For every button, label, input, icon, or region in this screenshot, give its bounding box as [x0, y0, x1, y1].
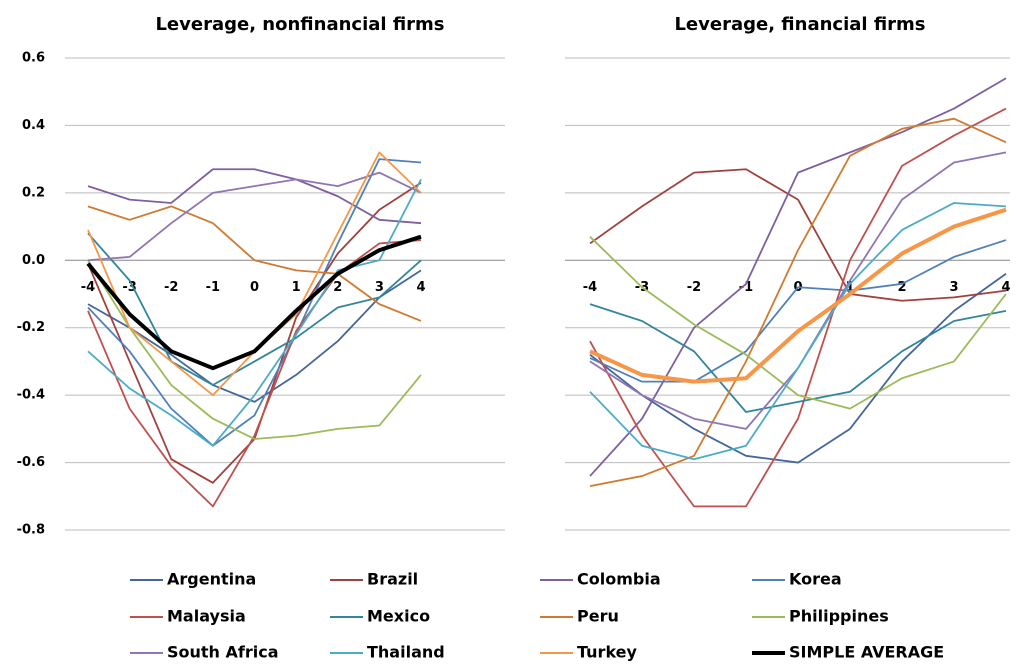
- x-tick-label: 2: [333, 280, 342, 295]
- x-tick-label: -4: [583, 280, 597, 295]
- legend-label: Malaysia: [167, 607, 246, 626]
- y-tick-label: 0.2: [22, 185, 45, 200]
- x-tick-label: 1: [845, 280, 854, 295]
- series-line: [589, 239, 1007, 383]
- y-tick-label: 0.4: [22, 118, 45, 133]
- y-tick-label: 0.6: [22, 51, 45, 66]
- series-line: [589, 117, 1007, 488]
- legend-label: Korea: [789, 570, 842, 589]
- legend-label: Peru: [577, 607, 619, 626]
- legend-label: SIMPLE AVERAGE: [789, 643, 944, 662]
- series-line: [87, 151, 422, 397]
- y-tick-label: -0.2: [17, 320, 45, 335]
- y-tick-label: 0.0: [22, 253, 45, 268]
- series-line: [86, 234, 422, 371]
- legend-label: Colombia: [577, 570, 661, 589]
- series-line: [589, 107, 1007, 508]
- legend-label: South Africa: [167, 643, 279, 662]
- legend-label: Turkey: [577, 643, 638, 662]
- series-line: [589, 168, 1007, 302]
- x-tick-label: 4: [416, 280, 425, 295]
- series-line: [87, 259, 422, 440]
- x-tick-label: 3: [375, 280, 384, 295]
- series-line: [87, 158, 422, 447]
- x-tick-label: -4: [81, 280, 95, 295]
- series-line: [589, 236, 1007, 410]
- x-tick-label: -3: [122, 280, 136, 295]
- x-tick-label: -1: [739, 280, 753, 295]
- series-line: [87, 205, 422, 322]
- x-tick-label: -2: [687, 280, 701, 295]
- series-line: [589, 303, 1007, 413]
- series-line: [589, 207, 1007, 384]
- y-tick-label: -0.6: [17, 455, 45, 470]
- legend-label: Brazil: [367, 570, 418, 589]
- series-line: [87, 171, 422, 262]
- series-line: [87, 168, 422, 225]
- legend-label: Thailand: [367, 643, 445, 662]
- chart-title: Leverage, nonfinancial firms: [155, 14, 444, 35]
- x-tick-label: 1: [292, 280, 301, 295]
- x-tick-label: -1: [206, 280, 220, 295]
- series-line: [589, 202, 1007, 461]
- x-tick-label: 0: [250, 280, 259, 295]
- legend-label: Mexico: [367, 607, 430, 626]
- x-tick-label: 3: [949, 280, 958, 295]
- x-tick-label: -2: [164, 280, 178, 295]
- series-line: [87, 178, 422, 447]
- y-tick-label: -0.4: [17, 388, 45, 403]
- chart-title: Leverage, financial firms: [674, 14, 925, 35]
- y-tick-label: -0.8: [17, 523, 45, 538]
- series-line: [87, 232, 422, 386]
- legend-label: Argentina: [167, 570, 256, 589]
- series-line: [87, 239, 422, 508]
- series-line: [589, 77, 1007, 477]
- legend-label: Philippines: [789, 607, 889, 626]
- x-tick-label: 4: [1001, 280, 1010, 295]
- series-line: [589, 273, 1007, 464]
- series-line: [87, 269, 422, 403]
- x-tick-label: 2: [897, 280, 906, 295]
